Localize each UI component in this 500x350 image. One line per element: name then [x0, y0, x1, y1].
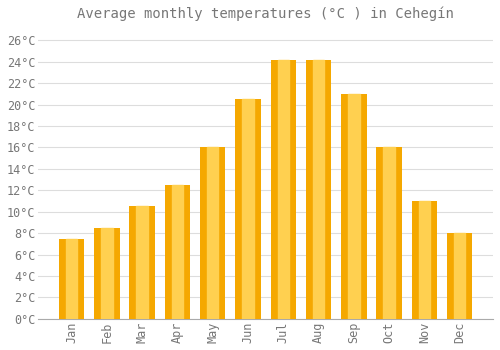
- Bar: [242, 99, 254, 319]
- Bar: [136, 206, 148, 319]
- Bar: [207, 147, 218, 319]
- Title: Average monthly temperatures (°C ) in Cehegín: Average monthly temperatures (°C ) in Ce…: [77, 7, 454, 21]
- Bar: [236, 99, 260, 319]
- Bar: [376, 147, 402, 319]
- Bar: [94, 228, 120, 319]
- Bar: [172, 185, 183, 319]
- Bar: [313, 60, 324, 319]
- Bar: [348, 94, 360, 319]
- Bar: [412, 201, 437, 319]
- Bar: [418, 201, 430, 319]
- Bar: [278, 60, 289, 319]
- Bar: [306, 60, 332, 319]
- Bar: [59, 239, 84, 319]
- Bar: [101, 228, 112, 319]
- Bar: [384, 147, 395, 319]
- Bar: [447, 233, 472, 319]
- Bar: [454, 233, 466, 319]
- Bar: [200, 147, 226, 319]
- Bar: [130, 206, 155, 319]
- Bar: [66, 239, 78, 319]
- Bar: [341, 94, 366, 319]
- Bar: [164, 185, 190, 319]
- Bar: [270, 60, 296, 319]
